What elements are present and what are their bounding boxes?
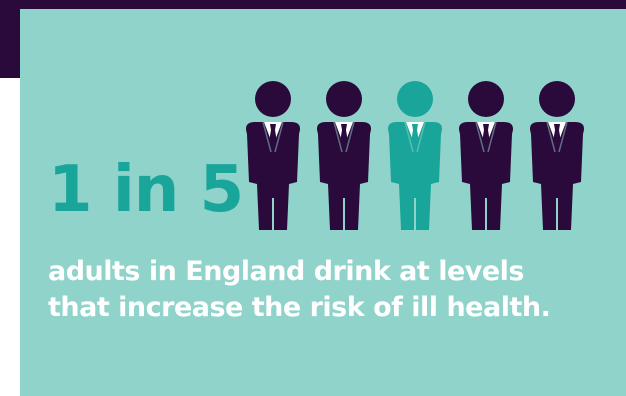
caption-line-2: that increase the risk of ill health.: [48, 292, 551, 323]
stat-ratio: 1 in 5: [48, 153, 244, 227]
person-figure-icon: [388, 81, 442, 230]
infographic-panel: [20, 9, 626, 396]
figures-graphic: [246, 81, 584, 230]
person-figure-icon: [530, 81, 584, 230]
person-figure-icon: [246, 81, 300, 230]
person-figure-icon: [459, 81, 513, 230]
figures-row: [243, 80, 595, 230]
caption-line-1: adults in England drink at levels: [48, 256, 525, 287]
caption: adults in England drink at levels that i…: [48, 254, 551, 326]
person-figure-icon: [317, 81, 371, 230]
